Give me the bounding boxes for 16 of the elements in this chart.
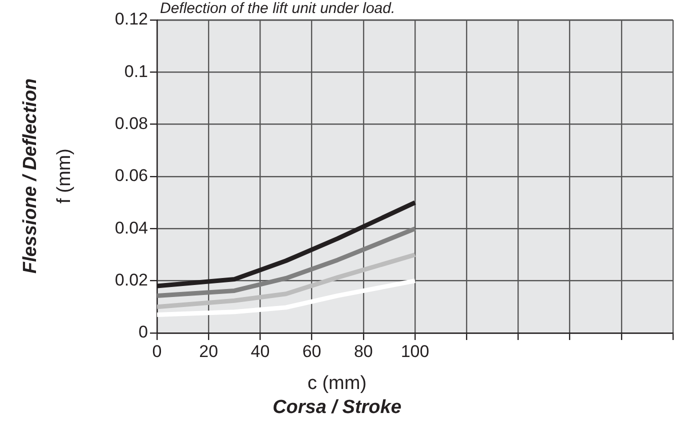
y-tick-label: 0.04 bbox=[114, 218, 148, 238]
chart-title: Deflection of the lift unit under load. bbox=[160, 0, 396, 17]
x-axis-title: c (mm) Corsa / Stroke bbox=[272, 372, 402, 420]
y-tick-label: 0.12 bbox=[114, 10, 148, 29]
y-tick-label: 0.06 bbox=[114, 166, 148, 186]
x-tick-label: 40 bbox=[250, 342, 270, 361]
y-tick-label: 0.08 bbox=[114, 114, 148, 134]
x-tick-label: 20 bbox=[199, 342, 218, 361]
x-tick-label: 100 bbox=[400, 342, 430, 361]
y-tick-label: 0 bbox=[138, 322, 148, 342]
y-axis-title: Flessione / Deflection f (mm) bbox=[19, 78, 76, 274]
y-tick-label: 0.1 bbox=[124, 62, 148, 81]
x-tick-label: 80 bbox=[354, 342, 373, 361]
x-tick-label: 60 bbox=[302, 342, 322, 361]
y-tick-label: 0.02 bbox=[114, 270, 148, 290]
x-tick-label: 0 bbox=[152, 342, 162, 361]
